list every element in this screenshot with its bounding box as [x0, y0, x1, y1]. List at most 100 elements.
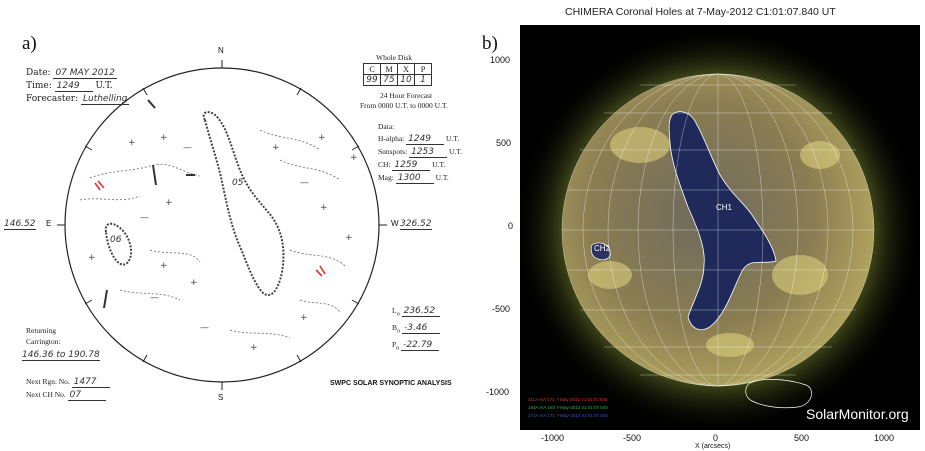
x-axis-label: X (arcsecs)	[695, 443, 731, 450]
x-tick-minus1000: -1000	[541, 433, 565, 443]
compass-south: S	[218, 393, 224, 402]
next-ch-label: Next CH No.	[26, 390, 66, 399]
ch2-label: CH2	[594, 244, 611, 253]
data-row-unit: U.T.	[435, 173, 449, 182]
data-row-value: 1253	[409, 147, 448, 158]
time-field: Time: 1249 U.T.	[26, 81, 113, 92]
panel-a-label: a)	[22, 33, 37, 54]
compass-north: N	[218, 46, 224, 55]
whole-disk-table: C M X P 99 75 10 1	[363, 63, 432, 86]
svg-text:—: —	[140, 213, 149, 223]
data-label: Data:	[378, 122, 395, 131]
coronal-hole-south	[745, 379, 812, 409]
svg-text:+: +	[190, 278, 198, 288]
east-limb-value: 146.52	[4, 219, 36, 230]
y-tick-0: 0	[508, 221, 514, 231]
coronal-hole-06	[104, 222, 132, 266]
p0-field: Po -22.79	[392, 340, 440, 352]
coronal-hole-05	[202, 111, 285, 297]
svg-text:+: +	[160, 133, 168, 143]
legend-line-3: 171A AIA 171 7-May-2012 01:01:07.840	[528, 413, 608, 418]
b0-value: -3.46	[402, 323, 441, 334]
svg-text:—: —	[183, 143, 192, 153]
y-tick-minus1000: -1000	[486, 387, 510, 397]
data-row-label: H-alpha:	[378, 134, 405, 143]
data-row-value: 1300	[395, 173, 434, 184]
ch-label-06: 06	[110, 235, 122, 245]
ch-label-05: 05	[232, 178, 244, 188]
watermark: SolarMonitor.org	[806, 406, 909, 422]
svg-text:+: +	[345, 233, 353, 243]
solar-image: CH1 CH2 211A AIA 171 7-May-2012 01:01:07…	[520, 25, 920, 430]
svg-text:+: +	[350, 153, 358, 163]
coronal-hole-ch2	[590, 242, 611, 261]
forecaster-field: Forecaster: Luthelling	[26, 94, 130, 105]
svg-text:+: +	[320, 203, 328, 213]
data-row-label: Mag:	[378, 173, 394, 182]
data-row-ch: CH: 1259 U.T.	[378, 160, 445, 171]
whole-disk-label: Whole Disk	[376, 53, 413, 62]
data-row-value: 1259	[392, 160, 431, 171]
data-row-unit: U.T.	[432, 160, 446, 169]
l0-value: 236.52	[401, 306, 440, 317]
x-tick-500: 500	[794, 433, 810, 443]
x-tick-1000: 1000	[874, 433, 895, 443]
solar-image-svg	[520, 25, 920, 430]
next-ch-value: 07	[67, 390, 106, 401]
next-rgn-value: 1477	[71, 377, 110, 388]
forecaster-value: Luthelling	[80, 94, 130, 105]
compass-east: E	[46, 219, 52, 228]
synoptic-footer: SWPC SOLAR SYNOPTIC ANALYSIS	[330, 380, 452, 387]
compass-west: W	[391, 219, 399, 228]
svg-text:—: —	[300, 178, 309, 188]
carrington-range: 146.36 to 190.78	[22, 350, 100, 361]
forecaster-label: Forecaster:	[26, 94, 79, 104]
p0-label: P	[392, 340, 397, 349]
west-limb-value: 326.52	[400, 219, 432, 230]
wd-value-x: 10	[397, 74, 415, 86]
forecast-line-1: 24 Hour Forecast	[380, 91, 433, 100]
svg-text:+: +	[88, 253, 96, 263]
y-tick-500: 500	[496, 138, 512, 148]
wd-value-m: 75	[380, 74, 398, 86]
time-value: 1249	[54, 81, 93, 92]
date-value: 07 MAY 2012	[53, 68, 117, 79]
svg-text:+: +	[128, 138, 136, 148]
legend-line-1: 211A AIA 171 7-May-2012 01:01:07.840	[528, 397, 608, 402]
data-row-unit: U.T.	[448, 147, 463, 156]
next-ch-field: Next CH No. 07	[26, 390, 106, 401]
returning-label: Returning	[26, 326, 56, 335]
data-row-label: Sunspots:	[378, 147, 408, 156]
data-row-label: CH:	[378, 160, 391, 169]
svg-text:+: +	[250, 343, 258, 353]
date-label: Date:	[26, 68, 51, 78]
synoptic-disk: + + — + + + — + — + + + — + — + + +	[57, 60, 387, 390]
data-row-mag: Mag: 1300 U.T.	[378, 173, 449, 184]
time-label: Time:	[26, 81, 52, 91]
wd-value-c: 99	[363, 74, 381, 86]
heliographic-grid	[561, 73, 875, 387]
svg-text:+: +	[160, 261, 168, 271]
y-tick-minus500: -500	[492, 304, 511, 314]
y-tick-1000: 1000	[490, 55, 511, 65]
l0-field: Lo 236.52	[392, 306, 440, 318]
b0-field: Bo -3.46	[392, 323, 441, 335]
data-row-value: 1249	[406, 134, 445, 145]
next-rgn-field: Next Rgn. No. 1477	[26, 377, 110, 388]
legend-line-2: 193A AIA 193 7-May-2012 01:01:07.840	[528, 405, 608, 410]
svg-text:+: +	[165, 198, 173, 208]
data-row-halpha: H-alpha: 1249 U.T.	[378, 134, 459, 145]
panel-b-label: b)	[482, 33, 498, 54]
p0-value: -22.79	[401, 340, 440, 351]
carrington-label: Carrington:	[26, 337, 61, 346]
date-field: Date: 07 MAY 2012	[26, 68, 117, 79]
disk-outline	[64, 67, 380, 383]
data-row-unit: U.T.	[446, 134, 460, 143]
wd-value-p: 1	[414, 74, 432, 86]
x-tick-0: 0	[713, 433, 719, 443]
svg-text:+: +	[318, 133, 326, 143]
chimera-title: CHIMERA Coronal Holes at 7-May-2012 C1:0…	[565, 6, 836, 18]
svg-text:—: —	[200, 323, 209, 333]
ch1-label: CH1	[716, 203, 733, 212]
b0-label: B	[392, 323, 398, 332]
